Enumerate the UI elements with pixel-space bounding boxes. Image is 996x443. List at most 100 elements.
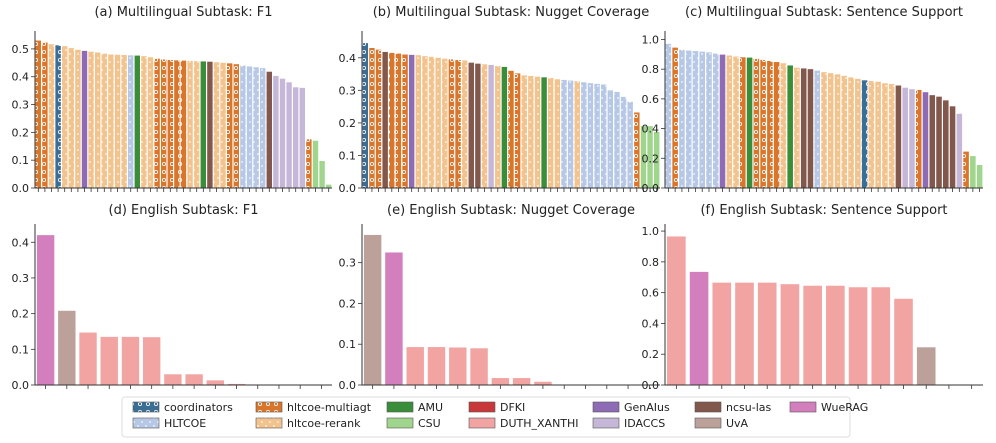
bar-AMU xyxy=(200,61,206,188)
bar-hltcoe-rerank xyxy=(875,81,881,188)
y-tick-label: 1.0 xyxy=(642,225,660,238)
chart-panel: (b) Multilingual Subtask: Nugget Coverag… xyxy=(339,5,660,195)
legend-swatch xyxy=(694,401,722,413)
legend-swatch xyxy=(468,417,496,429)
bar-hltcoe-rerank xyxy=(794,67,800,188)
legend-item-hltcoe-multiagt: hltcoe-multiagt xyxy=(255,401,372,414)
legend-swatch xyxy=(468,401,496,413)
bar-hltcoe-rerank xyxy=(101,53,107,188)
bar-DUTH_XANTHI xyxy=(757,282,777,385)
y-tick-label: 0.3 xyxy=(12,272,30,285)
bar-HLTCOE xyxy=(699,51,705,188)
bar-hltcoe-multiagt xyxy=(963,151,969,188)
y-tick-label: 0.0 xyxy=(642,182,660,195)
chart-title: (f) English Subtask: Sentence Support xyxy=(700,203,947,218)
bar-CSU xyxy=(312,140,319,188)
bar-CSU xyxy=(640,126,647,188)
legend-label: CSU xyxy=(418,417,441,430)
legend-label: AMU xyxy=(418,401,443,414)
bar-ncsu-las xyxy=(949,106,956,188)
legend-swatch xyxy=(789,401,817,413)
chart-title: (a) Multilingual Subtask: F1 xyxy=(94,5,272,20)
bar-hltcoe-rerank xyxy=(442,58,448,189)
legend-swatch xyxy=(592,401,620,413)
y-tick-label: 1.0 xyxy=(642,33,660,46)
bar-DUTH_XANTHI xyxy=(142,337,161,385)
legend-item-wuerag: WueRAG xyxy=(789,401,868,414)
bar-DUTH_XANTHI xyxy=(491,378,510,385)
bar-hltcoe-rerank xyxy=(88,51,94,188)
legend-swatch xyxy=(386,417,414,429)
bar-HLTCOE xyxy=(712,53,719,188)
bar-DUTH_XANTHI xyxy=(512,378,531,385)
bar-hltcoe-rerank xyxy=(554,79,561,188)
bar-IDACCS xyxy=(286,82,292,188)
legend-item-hltcoe: HLTCOE xyxy=(132,417,206,430)
bar-hltcoe-multiagt xyxy=(42,42,48,189)
y-tick-label: 0.4 xyxy=(339,52,357,65)
legend-item-dfki: DFKI xyxy=(468,401,525,414)
y-tick-label: 0.4 xyxy=(12,236,30,249)
bar-ncsu-las xyxy=(266,71,272,188)
chart-panel: (d) English Subtask: F1 0.0 0.1 0.2 0.3 0.4 xyxy=(12,203,332,392)
bar-hltcoe-multiagt xyxy=(154,58,160,189)
bar-DUTH_XANTHI xyxy=(164,374,182,385)
bar-HLTCOE xyxy=(601,84,607,188)
y-tick-label: 0.1 xyxy=(12,343,30,356)
bar-DUTH_XANTHI xyxy=(780,284,800,385)
bar-hltcoe-multiagt xyxy=(740,57,746,188)
bar-hltcoe-rerank xyxy=(481,64,488,188)
bar-IDACCS xyxy=(488,64,494,188)
bar-hltcoe-rerank xyxy=(94,52,101,188)
bar-hltcoe-rerank xyxy=(495,65,501,188)
chart-title: (d) English Subtask: F1 xyxy=(109,203,259,218)
y-tick-label: 0.8 xyxy=(642,63,660,76)
legend-label: DUTH_XANTHI xyxy=(500,417,579,430)
bar-GenAIus xyxy=(719,54,726,188)
legend: coordinators HLTCOE hltcoe-multiagt hltcoe-… xyxy=(121,396,868,438)
bar-DUTH_XANTHI xyxy=(227,383,246,385)
bar-hltcoe-rerank xyxy=(220,62,226,188)
bar-CSU xyxy=(970,156,976,188)
bar-hltcoe-multiagt xyxy=(160,59,167,189)
bar-hltcoe-multiagt xyxy=(389,52,395,189)
bar-hltcoe-multiagt xyxy=(369,48,375,188)
bar-hltcoe-rerank xyxy=(574,81,580,188)
bar-hltcoe-multiagt xyxy=(35,40,41,189)
bar-DUTH_XANTHI xyxy=(449,347,467,385)
y-tick-label: 0.2 xyxy=(642,152,660,165)
bar-hltcoe-rerank xyxy=(61,46,68,188)
y-tick-label: 0.8 xyxy=(642,256,660,269)
bar-CSU xyxy=(976,164,983,188)
bar-hltcoe-multiagt xyxy=(753,58,760,188)
legend-swatch xyxy=(255,417,283,429)
chart-panel: (f) English Subtask: Sentence Support 0.0… xyxy=(642,203,983,392)
bar-HLTCOE xyxy=(567,80,574,188)
bar-IDACCS xyxy=(902,87,908,188)
bar-HLTCOE xyxy=(814,70,821,188)
bar-hltcoe-multiagt xyxy=(672,47,678,188)
bar-HLTCOE xyxy=(665,43,672,188)
bar-hltcoe-rerank xyxy=(534,76,541,188)
legend-swatch xyxy=(255,401,283,413)
bar-ncsu-las xyxy=(800,68,807,188)
legend-item-amu: AMU xyxy=(386,401,443,414)
bar-ncsu-las xyxy=(468,62,474,188)
bar-UvA xyxy=(58,310,76,385)
legend-swatch xyxy=(386,401,414,413)
bar-hltcoe-rerank xyxy=(834,74,841,188)
legend-item-uva: UvA xyxy=(694,417,749,430)
bar-hltcoe-multiagt xyxy=(915,89,922,188)
bar-hltcoe-multiagt xyxy=(402,54,408,188)
bar-hltcoe-rerank xyxy=(841,75,848,188)
bar-hltcoe-multiagt xyxy=(514,73,521,188)
y-tick-label: 0.6 xyxy=(642,93,660,106)
bar-hltcoe-rerank xyxy=(141,56,147,188)
y-tick-label: 0.1 xyxy=(12,154,30,167)
bar-UvA xyxy=(916,347,936,385)
bar-AMU xyxy=(501,66,508,188)
bar-hltcoe-rerank xyxy=(827,73,834,188)
bar-HLTCOE xyxy=(259,68,266,188)
legend-item-hltcoe-rerank: hltcoe-rerank xyxy=(255,417,361,430)
bar-IDACCS xyxy=(956,113,963,188)
